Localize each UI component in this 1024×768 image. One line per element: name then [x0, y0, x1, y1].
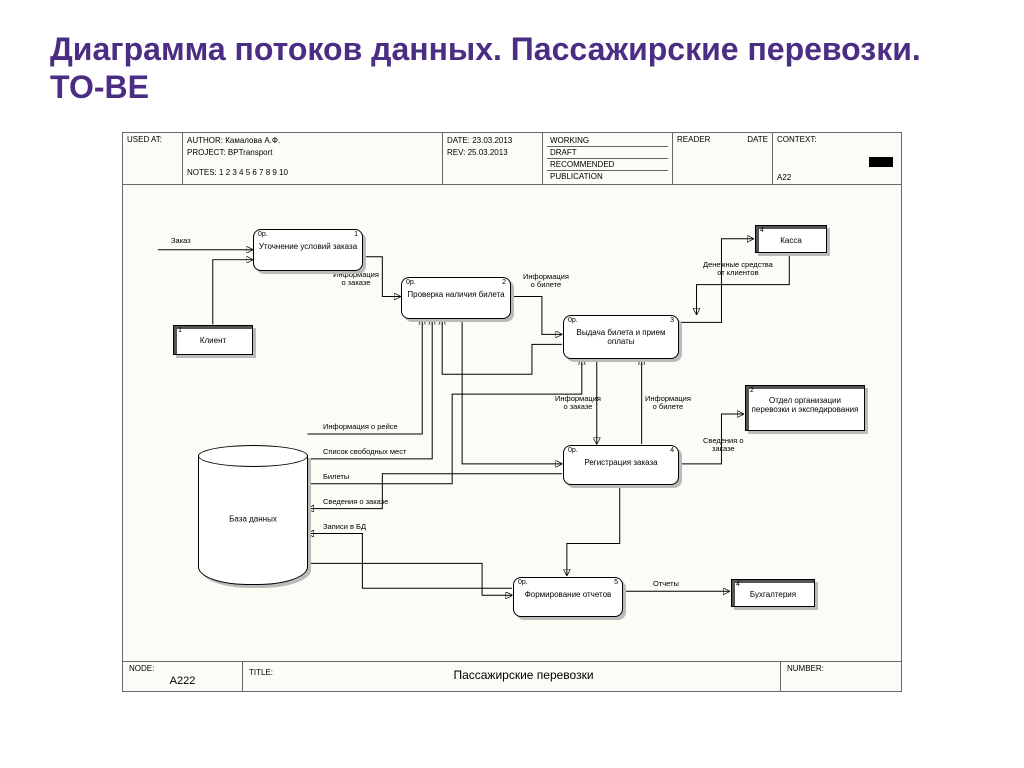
hdr-status: WORKING DRAFT RECOMMENDED PUBLICATION — [543, 133, 673, 184]
flow-info-zakaz2: Информация о заказе — [555, 395, 601, 412]
idef-header: USED AT: AUTHOR: Камалова А.Ф. PROJECT: … — [123, 133, 901, 185]
hdr-notes: 1 2 3 4 5 6 7 8 9 10 — [219, 168, 288, 177]
ftr-node: NODE: A222 — [123, 662, 243, 691]
ftr-title: TITLE: Пассажирские перевозки — [243, 662, 781, 691]
flow-info-bilet2: Информация о билете — [645, 395, 691, 412]
hdr-context: CONTEXT: A22 — [773, 133, 901, 184]
hdr-project-lbl: PROJECT: — [187, 148, 226, 157]
data-store-label: База данных — [199, 515, 307, 524]
flow-sved-zakaz2: Сведения о заказе — [323, 498, 388, 506]
process-3: 0р.3 Выдача билета и прием оплаты — [563, 315, 679, 359]
hdr-notes-lbl: NOTES: — [187, 168, 217, 177]
process-1: 0р.1 Уточнение условий заказа — [253, 229, 363, 271]
external-kassa: 4 Касса — [755, 225, 827, 253]
hdr-used-at: USED AT: — [123, 133, 183, 184]
status-draft: DRAFT — [547, 147, 668, 159]
process-2: 0р.2 Проверка наличия билета — [401, 277, 511, 319]
external-buh: 4 Бухгалтерия — [731, 579, 815, 607]
ftr-number: NUMBER: — [781, 662, 901, 691]
flow-sved-zakaz: Сведения о заказе — [703, 437, 744, 454]
flow-info-zakaz: Информация о заказе — [333, 271, 379, 288]
flow-deneg: Денежные средства от клиентов — [703, 261, 773, 278]
data-store: База данных — [198, 455, 308, 585]
flow-bilety: Билеты — [323, 473, 349, 481]
hdr-date: 23.03.2013 — [472, 136, 512, 145]
hdr-reader: READER DATE — [673, 133, 773, 184]
process-4: 0р.4 Регистрация заказа — [563, 445, 679, 485]
hdr-project: BPTransport — [228, 148, 273, 157]
idef-footer: NODE: A222 TITLE: Пассажирские перевозки… — [123, 661, 901, 691]
hdr-date-lbl: DATE: — [447, 136, 470, 145]
status-publication: PUBLICATION — [547, 171, 668, 182]
hdr-author-lbl: AUTHOR: — [187, 136, 223, 145]
hdr-dates: DATE: 23.03.2013 REV: 25.03.2013 — [443, 133, 543, 184]
flow-zapisi: Записи в БД — [323, 523, 366, 531]
context-code: A22 — [777, 173, 791, 182]
flow-otchety: Отчеты — [653, 580, 679, 588]
flow-spisok: Список свободных мест — [323, 448, 406, 456]
diagram-frame: USED AT: AUTHOR: Камалова А.Ф. PROJECT: … — [122, 132, 902, 692]
status-working: WORKING — [547, 135, 668, 147]
hdr-rev: 25.03.2013 — [468, 148, 508, 157]
context-box-icon — [869, 157, 893, 167]
process-5: 0р.5 Формирование отчетов — [513, 577, 623, 617]
status-recommended: RECOMMENDED — [547, 159, 668, 171]
hdr-author: Камалова А.Ф. — [225, 136, 280, 145]
flow-info-reise: Информация о рейсе — [323, 423, 398, 431]
external-otdel: 2 Отдел организации перевозки и экспедир… — [745, 385, 865, 431]
hdr-rev-lbl: REV: — [447, 148, 465, 157]
flow-zakaz: Заказ — [171, 237, 191, 245]
diagram-canvas: Заказ Информация о заказе Информация о б… — [123, 185, 901, 661]
external-klient: 1 Клиент — [173, 325, 253, 355]
flow-info-bilet: Информация о билете — [523, 273, 569, 290]
slide-title: Диаграмма потоков данных. Пассажирские п… — [50, 30, 974, 107]
hdr-meta: AUTHOR: Камалова А.Ф. PROJECT: BPTranspo… — [183, 133, 443, 184]
